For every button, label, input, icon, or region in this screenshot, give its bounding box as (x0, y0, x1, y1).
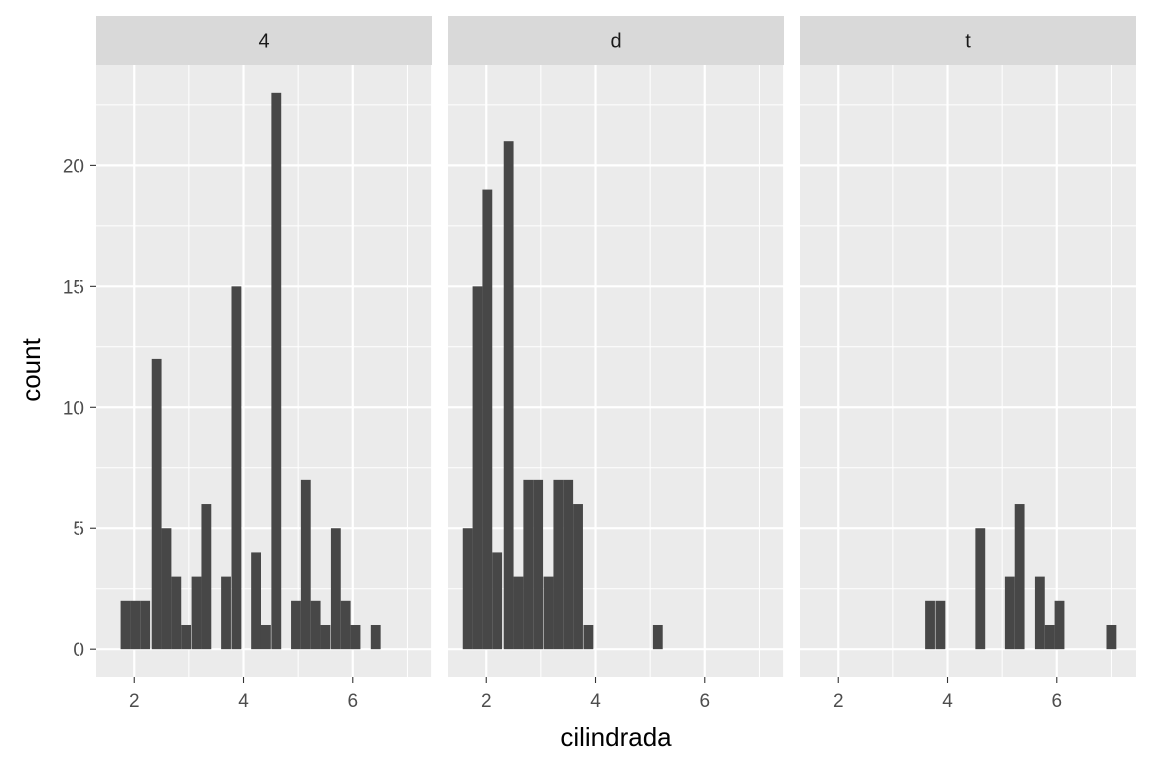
y-tick-label: 10 (63, 398, 84, 419)
x-tick-label: 2 (833, 691, 844, 712)
histogram-bar (171, 576, 182, 650)
histogram-bar (543, 576, 554, 650)
histogram-bar (1014, 504, 1025, 650)
histogram-bar (472, 286, 483, 650)
histogram-bar (462, 528, 473, 650)
histogram-bar (161, 528, 172, 650)
histogram-bar (935, 600, 946, 650)
histogram-bar (350, 624, 361, 650)
histogram-bar (310, 600, 321, 650)
facet-strip-label: 4 (258, 31, 269, 53)
x-tick-label: 2 (481, 691, 492, 712)
histogram-bar (553, 479, 564, 650)
facet-panels: 0 5 10 15 20 4 2 4 6 d 2 4 6 t 2 4 6 (63, 16, 1136, 712)
x-tick-label: 6 (699, 691, 710, 712)
histogram-bar (300, 479, 311, 650)
panel-background (96, 65, 432, 677)
histogram-bar (482, 189, 493, 650)
histogram-bar (523, 479, 534, 650)
histogram-bar (330, 528, 341, 650)
histogram-bar (513, 576, 524, 650)
y-tick-label: 20 (63, 156, 84, 177)
y-tick-label: 5 (73, 519, 84, 540)
panel-background (800, 65, 1136, 677)
histogram-bar (573, 504, 583, 650)
x-axis-title: cilindrada (560, 722, 672, 752)
histogram-bar (201, 504, 212, 650)
histogram-bar (251, 552, 261, 650)
histogram-bar (975, 528, 986, 650)
histogram-bar (563, 479, 574, 650)
facet-strip-label: d (610, 31, 621, 53)
histogram-bar (151, 358, 162, 650)
histogram-bar (925, 600, 935, 650)
histogram-bar (1004, 576, 1015, 650)
x-tick-label: 6 (1051, 691, 1062, 712)
histogram-bar (652, 624, 663, 650)
x-tick-label: 4 (238, 691, 249, 712)
histogram-bar (492, 552, 503, 650)
histogram-bar (120, 600, 131, 650)
histogram-bar (1044, 624, 1055, 650)
x-tick-label: 2 (129, 691, 140, 712)
histogram-bar (503, 141, 514, 650)
histogram-bar (231, 286, 242, 650)
x-tick-label: 4 (590, 691, 601, 712)
histogram-bar (533, 479, 544, 650)
histogram-bar (221, 576, 231, 650)
facet-strip (448, 16, 784, 65)
facet-strip-label: t (965, 31, 971, 53)
x-tick-label: 6 (347, 691, 358, 712)
histogram-bar (140, 600, 151, 650)
facet-strip (96, 16, 432, 65)
facet-strip (800, 16, 1136, 65)
x-tick-label: 4 (942, 691, 953, 712)
histogram-bar (130, 600, 141, 650)
histogram-bar (1034, 576, 1045, 650)
histogram-bar (191, 576, 202, 650)
histogram-bar (583, 624, 594, 650)
y-tick-label: 0 (73, 640, 84, 661)
y-axis-title: count (16, 337, 46, 401)
histogram-bar (181, 624, 192, 650)
histogram-bar (370, 624, 381, 650)
histogram-bar (291, 600, 301, 650)
histogram-bar (320, 624, 331, 650)
y-tick-label: 15 (63, 277, 84, 298)
histogram-bar (260, 624, 271, 650)
histogram-bar (1054, 600, 1065, 650)
histogram-bar (340, 600, 351, 650)
histogram-bar (271, 92, 282, 650)
histogram-bar (1106, 624, 1117, 650)
